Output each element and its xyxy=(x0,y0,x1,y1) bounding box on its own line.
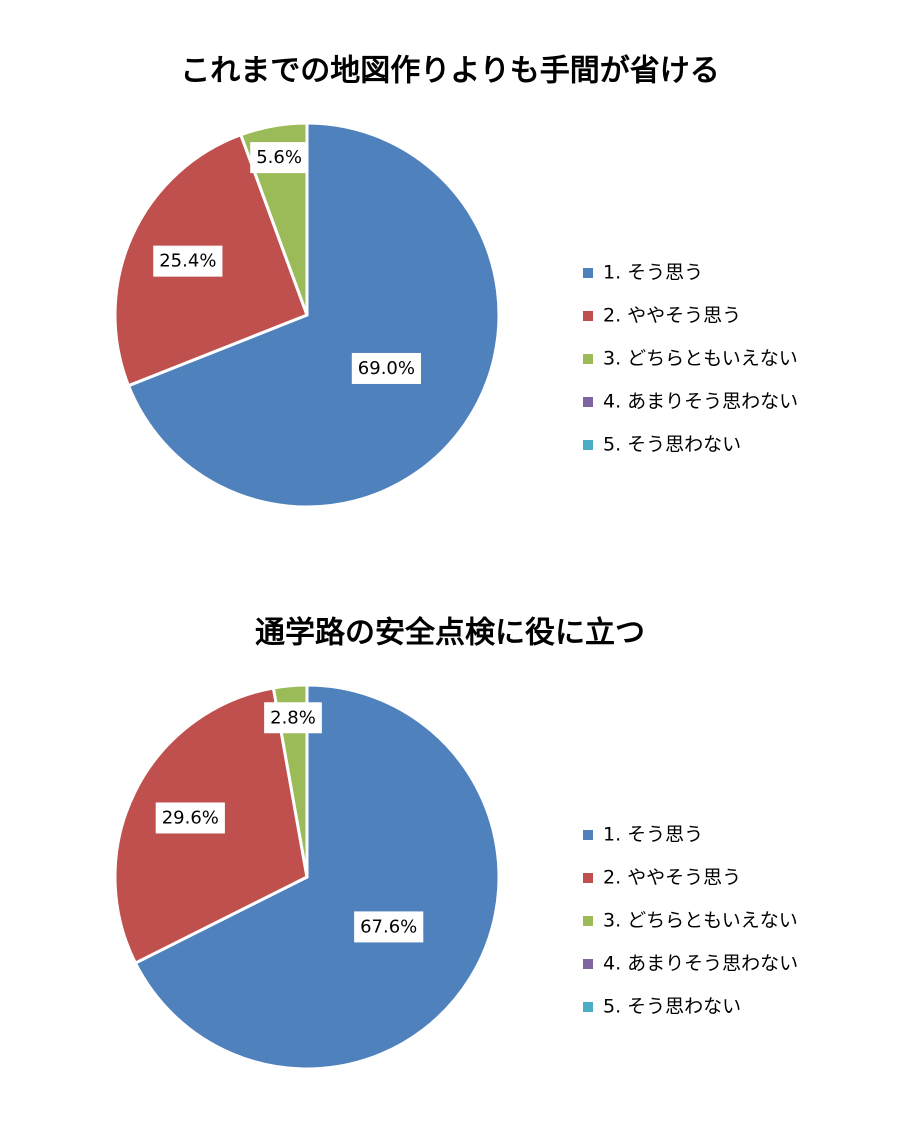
data-label: 25.4% xyxy=(153,245,223,277)
data-label-box xyxy=(153,245,223,277)
legend-swatch xyxy=(583,268,593,278)
data-label-text: 2.8% xyxy=(270,707,316,728)
chart-title: これまでの地図作りよりも手間が省ける xyxy=(180,54,719,89)
data-label: 2.8% xyxy=(264,702,322,734)
legend-swatch xyxy=(583,959,593,969)
legend-label: 5. そう思わない xyxy=(603,996,741,1018)
data-label-box xyxy=(354,911,424,943)
legend-label: 3. どちらともいえない xyxy=(603,910,798,932)
data-label-box xyxy=(250,142,308,174)
legend-swatch xyxy=(583,916,593,926)
data-label: 5.6% xyxy=(250,142,308,174)
legend-swatch xyxy=(583,873,593,883)
data-label-text: 5.6% xyxy=(256,147,302,168)
legend-swatch xyxy=(583,1002,593,1012)
legend-label: 4. あまりそう思わない xyxy=(603,953,798,975)
legend-label: 1. そう思う xyxy=(603,824,703,846)
data-label-box xyxy=(155,802,225,834)
data-label-box xyxy=(264,702,322,734)
chart-title: 通学路の安全点検に役に立つ xyxy=(255,616,645,651)
legend-swatch xyxy=(583,440,593,450)
data-label: 29.6% xyxy=(155,802,225,834)
legend-label: 3. どちらともいえない xyxy=(603,348,798,370)
legend-label: 2. ややそう思う xyxy=(603,305,741,327)
legend-label: 5. そう思わない xyxy=(603,434,741,456)
data-label-text: 69.0% xyxy=(358,358,415,379)
legend-label: 4. あまりそう思わない xyxy=(603,391,798,413)
legend-swatch xyxy=(583,397,593,407)
data-label: 67.6% xyxy=(354,911,424,943)
legend-swatch xyxy=(583,311,593,321)
legend-label: 1. そう思う xyxy=(603,262,703,284)
legend-swatch xyxy=(583,830,593,840)
data-label: 69.0% xyxy=(351,352,421,384)
pie-slice xyxy=(126,121,501,509)
legend-label: 2. ややそう思う xyxy=(603,867,741,889)
legend-swatch xyxy=(583,354,593,364)
data-label-text: 25.4% xyxy=(159,251,216,272)
data-label-text: 67.6% xyxy=(360,916,417,937)
pie-slice xyxy=(133,683,501,1071)
data-label-text: 29.6% xyxy=(162,807,219,828)
data-label-box xyxy=(351,352,421,384)
